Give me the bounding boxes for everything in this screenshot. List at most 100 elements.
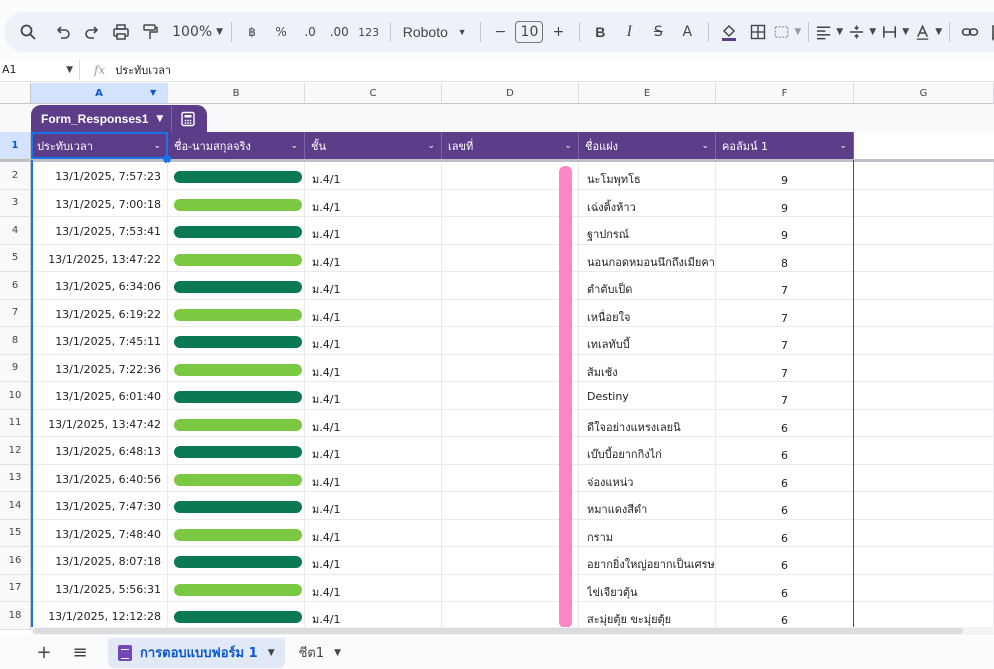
cell[interactable] — [854, 327, 994, 355]
cell[interactable] — [579, 437, 716, 465]
cell[interactable] — [305, 547, 442, 575]
row-number[interactable]: 12 — [0, 437, 31, 465]
cell[interactable] — [168, 382, 305, 410]
redo-icon[interactable] — [78, 18, 106, 46]
cell[interactable] — [854, 492, 994, 520]
chevron-down-icon[interactable]: ⌄ — [153, 140, 161, 151]
cell[interactable] — [305, 327, 442, 355]
row-number[interactable]: 5 — [0, 244, 31, 272]
cell[interactable] — [168, 189, 305, 217]
row-number[interactable]: 18 — [0, 602, 31, 630]
cell[interactable] — [168, 299, 305, 327]
borders-icon[interactable] — [744, 18, 772, 46]
cell[interactable] — [854, 382, 994, 410]
cell[interactable] — [168, 327, 305, 355]
row-number[interactable]: 8 — [0, 327, 31, 355]
cell[interactable] — [305, 574, 442, 602]
cell[interactable] — [442, 217, 579, 245]
row-number[interactable]: 2 — [0, 162, 31, 190]
cell[interactable] — [31, 244, 168, 272]
selection-handle[interactable] — [163, 155, 171, 163]
cell[interactable] — [31, 409, 168, 437]
cell[interactable] — [31, 437, 168, 465]
zoom-select[interactable]: 100% ▼ — [171, 18, 224, 46]
cell[interactable] — [579, 409, 716, 437]
cell[interactable] — [31, 547, 168, 575]
cell[interactable] — [168, 547, 305, 575]
cell[interactable] — [442, 354, 579, 382]
row-number[interactable]: 1 — [0, 132, 31, 159]
formula-input[interactable]: ประทับเวลา — [115, 63, 172, 77]
row-number[interactable]: 4 — [0, 217, 31, 245]
column-a-chevron-down-icon[interactable]: ▼ — [150, 88, 157, 97]
font-select[interactable]: Roboto ▼ — [397, 18, 473, 46]
cell[interactable] — [442, 162, 579, 190]
text-rotation-icon[interactable]: ▼ — [914, 18, 942, 46]
table-header-grade[interactable]: ชั้น ⌄ — [305, 132, 442, 159]
table-name-chip[interactable]: Form_Responses1 ▼ — [31, 105, 207, 132]
text-wrap-icon[interactable]: ▼ — [881, 18, 909, 46]
cell[interactable] — [305, 354, 442, 382]
name-box[interactable]: A1 ▼ — [0, 59, 80, 80]
cell[interactable] — [442, 189, 579, 217]
select-all-corner[interactable] — [0, 83, 31, 104]
cell[interactable] — [854, 602, 994, 630]
chevron-down-icon[interactable]: ▼ — [156, 113, 164, 124]
cell[interactable] — [305, 519, 442, 547]
column-header-b[interactable]: B — [168, 83, 305, 104]
cell[interactable] — [31, 189, 168, 217]
cell[interactable] — [579, 162, 716, 190]
row-number[interactable]: 7 — [0, 299, 31, 327]
cell[interactable] — [579, 354, 716, 382]
add-sheet-button[interactable]: + — [36, 642, 52, 663]
row-number[interactable]: 14 — [0, 492, 31, 520]
comment-icon[interactable] — [985, 18, 994, 46]
all-sheets-button[interactable]: ≡ — [72, 642, 88, 663]
strikethrough-button[interactable]: S — [653, 24, 663, 40]
chevron-down-icon[interactable]: ⌄ — [290, 140, 298, 151]
cell[interactable] — [854, 189, 994, 217]
frozen-row-divider[interactable] — [0, 159, 994, 162]
cell[interactable] — [305, 299, 442, 327]
row-number[interactable]: 15 — [0, 519, 31, 547]
chevron-down-icon[interactable]: ⌄ — [839, 140, 847, 151]
cell[interactable] — [579, 272, 716, 300]
cell[interactable] — [31, 217, 168, 245]
link-icon[interactable] — [956, 18, 984, 46]
cell[interactable] — [854, 272, 994, 300]
cell[interactable] — [31, 354, 168, 382]
cell[interactable] — [442, 409, 579, 437]
cell[interactable] — [854, 217, 994, 245]
column-header-g[interactable]: G — [854, 83, 994, 104]
text-color-button[interactable]: A — [682, 24, 693, 40]
cell[interactable] — [442, 574, 579, 602]
row-number[interactable]: 6 — [0, 272, 31, 300]
cell[interactable] — [854, 437, 994, 465]
cell[interactable] — [168, 272, 305, 300]
row-number[interactable]: 13 — [0, 464, 31, 492]
cell[interactable] — [168, 244, 305, 272]
percent-button[interactable]: % — [275, 25, 287, 39]
fill-color-icon[interactable] — [715, 18, 743, 46]
cell[interactable] — [579, 327, 716, 355]
calculator-icon[interactable] — [180, 111, 196, 127]
table-header-timestamp[interactable]: ประทับเวลา ⌄ — [31, 132, 168, 159]
row-number[interactable]: 3 — [0, 189, 31, 217]
cell[interactable] — [31, 574, 168, 602]
italic-button[interactable]: I — [626, 23, 632, 40]
column-header-d[interactable]: D — [442, 83, 579, 104]
cell[interactable] — [168, 354, 305, 382]
merge-cells-icon[interactable]: ▼ — [773, 18, 801, 46]
sheet-tab-form-responses[interactable]: การตอบแบบฟอร์ม 1 ▼ — [108, 637, 285, 668]
decrease-font-size-button[interactable]: − — [494, 24, 507, 40]
cell[interactable] — [305, 437, 442, 465]
cell[interactable] — [579, 547, 716, 575]
cell[interactable] — [579, 244, 716, 272]
cell[interactable] — [305, 244, 442, 272]
cell[interactable] — [305, 409, 442, 437]
chevron-down-icon[interactable]: ▼ — [334, 647, 342, 658]
increase-font-size-button[interactable]: + — [552, 24, 565, 40]
cell[interactable] — [168, 574, 305, 602]
table-header-fullname[interactable]: ชื่อ-นามสกุลจริง ⌄ — [168, 132, 305, 159]
print-icon[interactable] — [107, 18, 135, 46]
